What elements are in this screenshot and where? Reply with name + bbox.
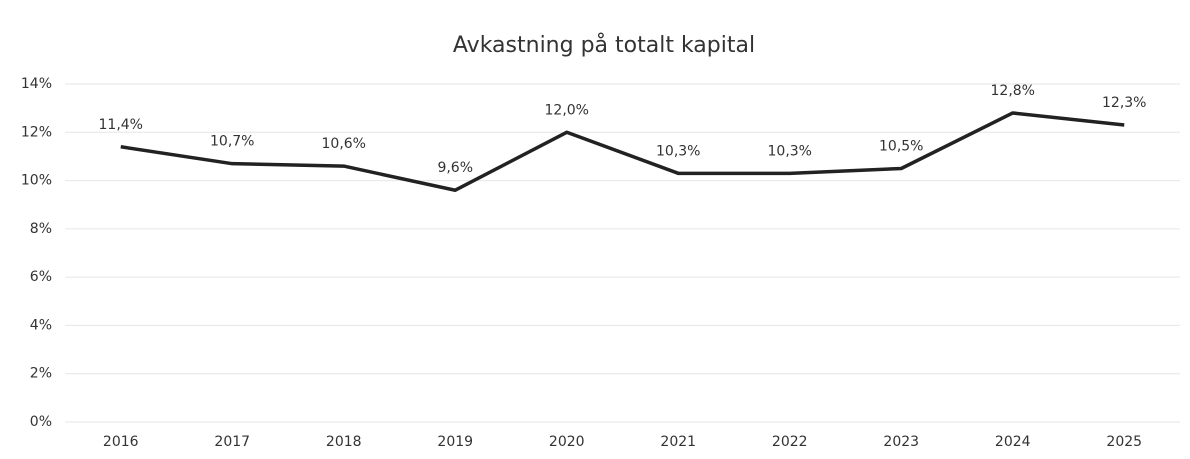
y-tick-label: 2% [30, 366, 52, 382]
y-tick-label: 14% [21, 76, 52, 92]
x-tick-label: 2020 [549, 434, 585, 450]
x-tick-label: 2023 [883, 434, 919, 450]
x-tick-label: 2018 [326, 434, 362, 450]
chart-title: Avkastning på totalt kapital [453, 32, 755, 58]
y-tick-label: 10% [21, 173, 52, 189]
x-tick-label: 2025 [1106, 434, 1142, 450]
y-tick-label: 12% [21, 124, 52, 140]
y-tick-label: 6% [30, 269, 52, 285]
x-tick-label: 2021 [660, 434, 696, 450]
data-label: 12,8% [991, 83, 1035, 99]
x-tick-label: 2022 [772, 434, 808, 450]
data-label: 12,3% [1102, 95, 1146, 111]
data-label: 10,5% [879, 139, 923, 155]
x-tick-label: 2019 [437, 434, 473, 450]
x-tick-label: 2017 [214, 434, 250, 450]
data-label: 10,6% [322, 136, 366, 152]
data-label: 10,7% [210, 134, 254, 150]
data-label: 12,0% [545, 102, 589, 118]
x-tick-label: 2024 [995, 434, 1031, 450]
y-tick-label: 4% [30, 317, 52, 333]
series-line [120, 111, 1125, 192]
data-label: 9,6% [437, 160, 473, 176]
data-label: 11,4% [99, 117, 143, 133]
data-label: 10,3% [656, 143, 700, 159]
y-tick-label: 8% [30, 221, 52, 237]
x-tick-label: 2016 [103, 434, 139, 450]
y-tick-label: 0% [30, 414, 52, 430]
data-label: 10,3% [768, 143, 812, 159]
